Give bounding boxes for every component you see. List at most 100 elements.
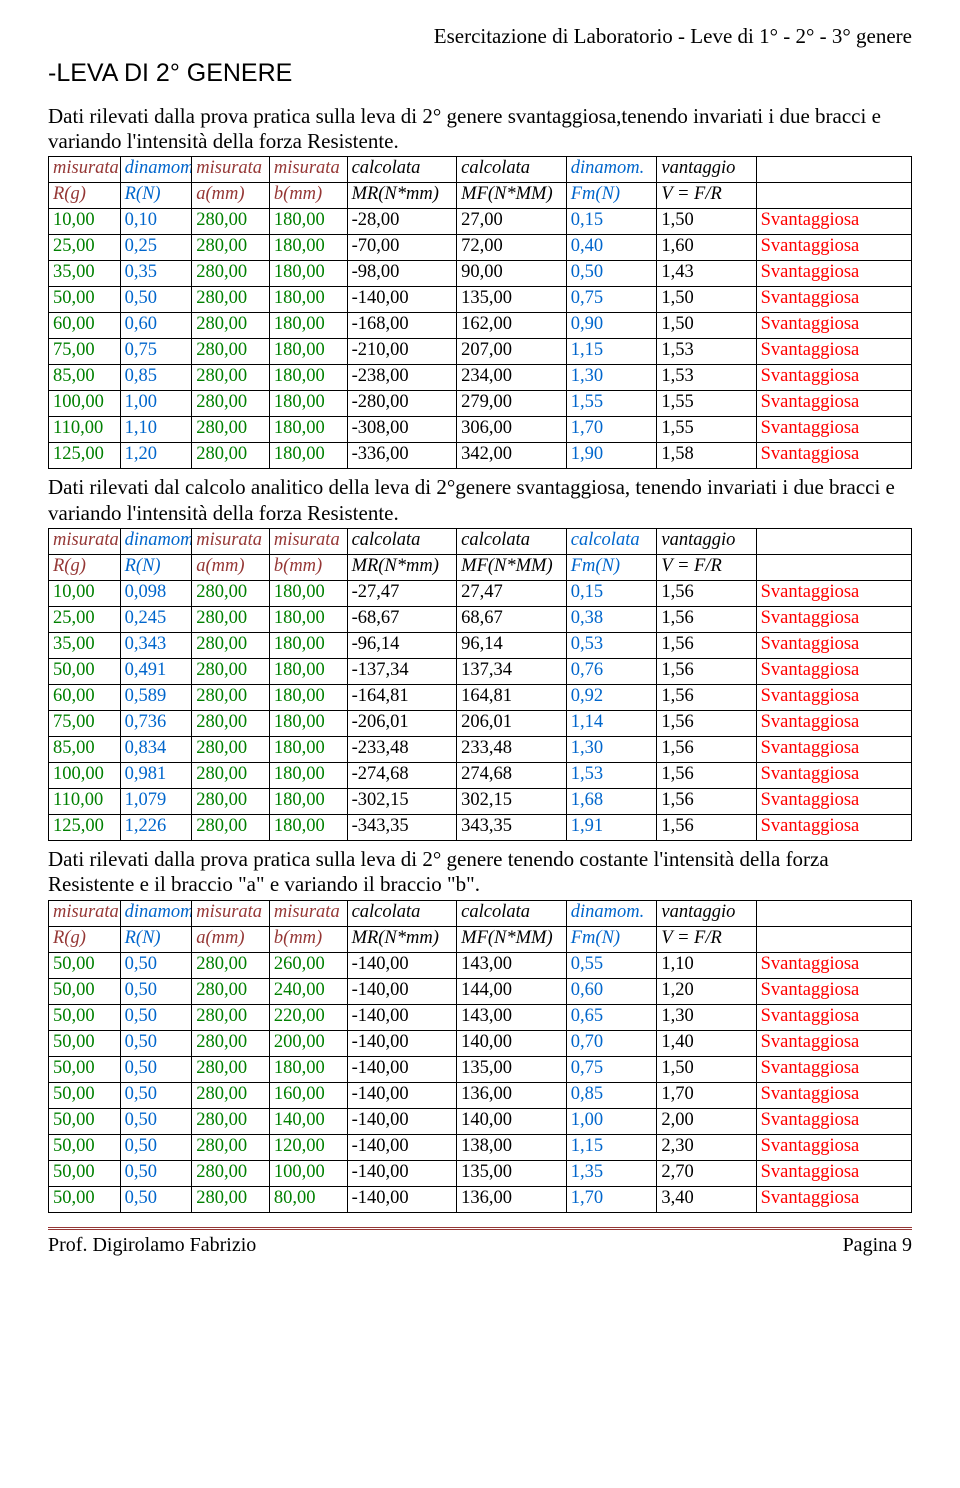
table-cell: 110,00 [49, 788, 121, 814]
table-cell: 280,00 [192, 261, 270, 287]
header-cell [756, 183, 911, 209]
table-cell: 0,75 [566, 287, 657, 313]
header-cell: calcolata [457, 528, 567, 554]
table-cell: Svantaggiosa [756, 762, 911, 788]
table-cell: -274,68 [347, 762, 457, 788]
table-cell: Svantaggiosa [756, 417, 911, 443]
table-cell: 85,00 [49, 736, 121, 762]
table-cell: Svantaggiosa [756, 1056, 911, 1082]
table-cell: 1,70 [657, 1082, 756, 1108]
table-cell: 1,43 [657, 261, 756, 287]
table-cell: 180,00 [269, 788, 347, 814]
table-cell: Svantaggiosa [756, 1030, 911, 1056]
table-cell: 75,00 [49, 339, 121, 365]
table-row: 50,000,50280,00180,00-140,00135,000,751,… [49, 287, 912, 313]
table-cell: 1,30 [566, 365, 657, 391]
table-cell: 1,70 [566, 417, 657, 443]
table-cell: -206,01 [347, 710, 457, 736]
table-cell: 180,00 [269, 658, 347, 684]
header-cell: calcolata [347, 528, 457, 554]
table-cell: 180,00 [269, 443, 347, 469]
table-cell: 280,00 [192, 1056, 270, 1082]
table-cell: 240,00 [269, 978, 347, 1004]
table-cell: 50,00 [49, 952, 121, 978]
table-cell: 50,00 [49, 1134, 121, 1160]
header-cell: dinamom. [566, 900, 657, 926]
table-cell: -68,67 [347, 606, 457, 632]
table-cell: 50,00 [49, 1082, 121, 1108]
header-cell: MR(N*mm) [347, 554, 457, 580]
table-cell: 280,00 [192, 1186, 270, 1212]
header-cell: V = F/R [657, 926, 756, 952]
table-cell: 1,14 [566, 710, 657, 736]
table-cell: 302,15 [457, 788, 567, 814]
header-row-type: misuratadinamom.misuratamisuratacalcolat… [49, 157, 912, 183]
table-cell: 0,35 [120, 261, 192, 287]
table-cell: 3,40 [657, 1186, 756, 1212]
table-cell: 180,00 [269, 339, 347, 365]
table-cell: 60,00 [49, 313, 121, 339]
table-cell: -140,00 [347, 1160, 457, 1186]
table-cell: 0,85 [566, 1082, 657, 1108]
table-cell: 0,50 [120, 287, 192, 313]
table-cell: 0,50 [120, 1082, 192, 1108]
table-cell: 125,00 [49, 443, 121, 469]
table-cell: 280,00 [192, 1004, 270, 1030]
table-row: 75,000,736280,00180,00-206,01206,011,141… [49, 710, 912, 736]
table-cell: 1,15 [566, 339, 657, 365]
table-cell: 50,00 [49, 287, 121, 313]
table-cell: 72,00 [457, 235, 567, 261]
table-cell: Svantaggiosa [756, 978, 911, 1004]
table-cell: 85,00 [49, 365, 121, 391]
table-cell: 280,00 [192, 365, 270, 391]
table-cell: Svantaggiosa [756, 1082, 911, 1108]
header-cell: b(mm) [269, 926, 347, 952]
table-cell: 180,00 [269, 209, 347, 235]
table-cell: 143,00 [457, 1004, 567, 1030]
table-cell: 1,20 [120, 443, 192, 469]
table-cell: 143,00 [457, 952, 567, 978]
table-row: 50,000,50280,00260,00-140,00143,000,551,… [49, 952, 912, 978]
table-cell: 120,00 [269, 1134, 347, 1160]
table-cell: 125,00 [49, 814, 121, 840]
table-cell: 0,85 [120, 365, 192, 391]
table-cell: Svantaggiosa [756, 788, 911, 814]
table-cell: 1,079 [120, 788, 192, 814]
table-cell: 1,40 [657, 1030, 756, 1056]
table-cell: -343,35 [347, 814, 457, 840]
table-cell: 1,10 [120, 417, 192, 443]
table-row: 100,000,981280,00180,00-274,68274,681,53… [49, 762, 912, 788]
header-row-type: misuratadinamom.misuratamisuratacalcolat… [49, 900, 912, 926]
table-row: 50,000,491280,00180,00-137,34137,340,761… [49, 658, 912, 684]
table-cell: 0,15 [566, 580, 657, 606]
table-cell: 0,70 [566, 1030, 657, 1056]
table-cell: 274,68 [457, 762, 567, 788]
table-cell: 0,25 [120, 235, 192, 261]
table-row: 50,000,50280,00160,00-140,00136,000,851,… [49, 1082, 912, 1108]
header-cell: V = F/R [657, 183, 756, 209]
table-row: 75,000,75280,00180,00-210,00207,001,151,… [49, 339, 912, 365]
table-cell: Svantaggiosa [756, 235, 911, 261]
table-row: 50,000,50280,00240,00-140,00144,000,601,… [49, 978, 912, 1004]
table-cell: 1,00 [566, 1108, 657, 1134]
table-cell: -137,34 [347, 658, 457, 684]
table-cell: 1,56 [657, 788, 756, 814]
table-cell: 162,00 [457, 313, 567, 339]
table-cell: 0,50 [566, 261, 657, 287]
table-cell: 1,00 [120, 391, 192, 417]
table-cell: 50,00 [49, 1056, 121, 1082]
table-cell: 280,00 [192, 814, 270, 840]
table-cell: 1,56 [657, 736, 756, 762]
table-cell: 280,00 [192, 684, 270, 710]
table-cell: 280,00 [192, 1160, 270, 1186]
table-cell: 1,55 [657, 417, 756, 443]
table-cell: 1,55 [657, 391, 756, 417]
table-cell: 0,60 [120, 313, 192, 339]
table-cell: Svantaggiosa [756, 1186, 911, 1212]
table-cell: 10,00 [49, 580, 121, 606]
table-cell: 1,50 [657, 313, 756, 339]
table-cell: 110,00 [49, 417, 121, 443]
table-cell: 1,56 [657, 632, 756, 658]
table-cell: -280,00 [347, 391, 457, 417]
table-cell: 1,55 [566, 391, 657, 417]
